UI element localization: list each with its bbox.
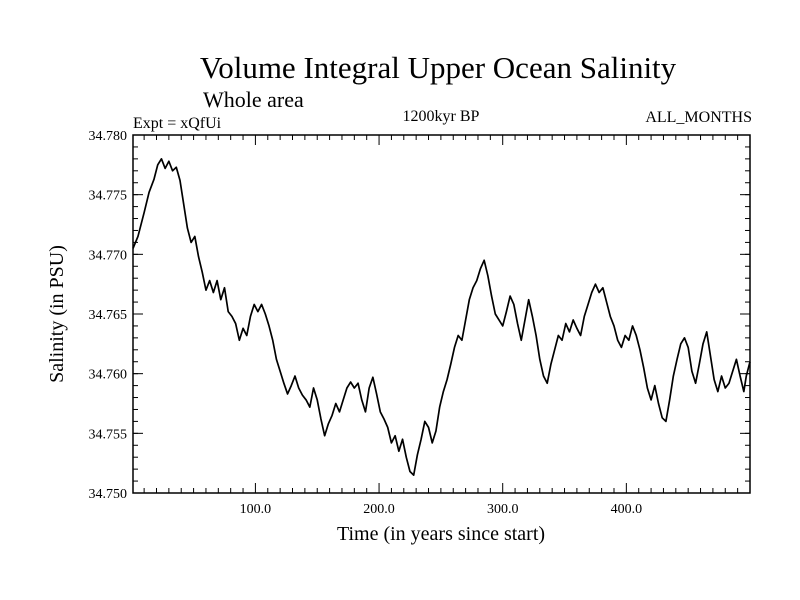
y-tick-label: 34.775 bbox=[89, 189, 128, 204]
chart-title: Volume Integral Upper Ocean Salinity bbox=[200, 50, 677, 85]
x-tick-label: 400.0 bbox=[611, 502, 643, 517]
y-tick-label: 34.770 bbox=[89, 248, 128, 263]
y-tick-label: 34.780 bbox=[89, 129, 128, 144]
y-tick-label: 34.750 bbox=[89, 487, 128, 502]
months-label: ALL_MONTHS bbox=[645, 109, 752, 126]
plot-frame bbox=[132, 134, 751, 494]
chart-subtitle: Whole area bbox=[203, 87, 304, 112]
salinity-series-line bbox=[132, 158, 751, 476]
experiment-label: Expt = xQfUi bbox=[133, 115, 222, 132]
y-tick-label: 34.765 bbox=[89, 308, 128, 323]
y-tick-label: 34.760 bbox=[89, 368, 128, 383]
x-tick-label: 300.0 bbox=[487, 502, 519, 517]
x-axis-label: Time (in years since start) bbox=[337, 523, 545, 545]
y-axis-label: Salinity (in PSU) bbox=[46, 245, 68, 383]
x-tick-label: 100.0 bbox=[240, 502, 272, 517]
x-axis: 100.0 200.0 300.0 400.0 bbox=[143, 135, 751, 517]
y-tick-label: 34.755 bbox=[89, 427, 128, 442]
period-label: 1200kyr BP bbox=[403, 108, 480, 125]
x-tick-label: 200.0 bbox=[363, 502, 395, 517]
